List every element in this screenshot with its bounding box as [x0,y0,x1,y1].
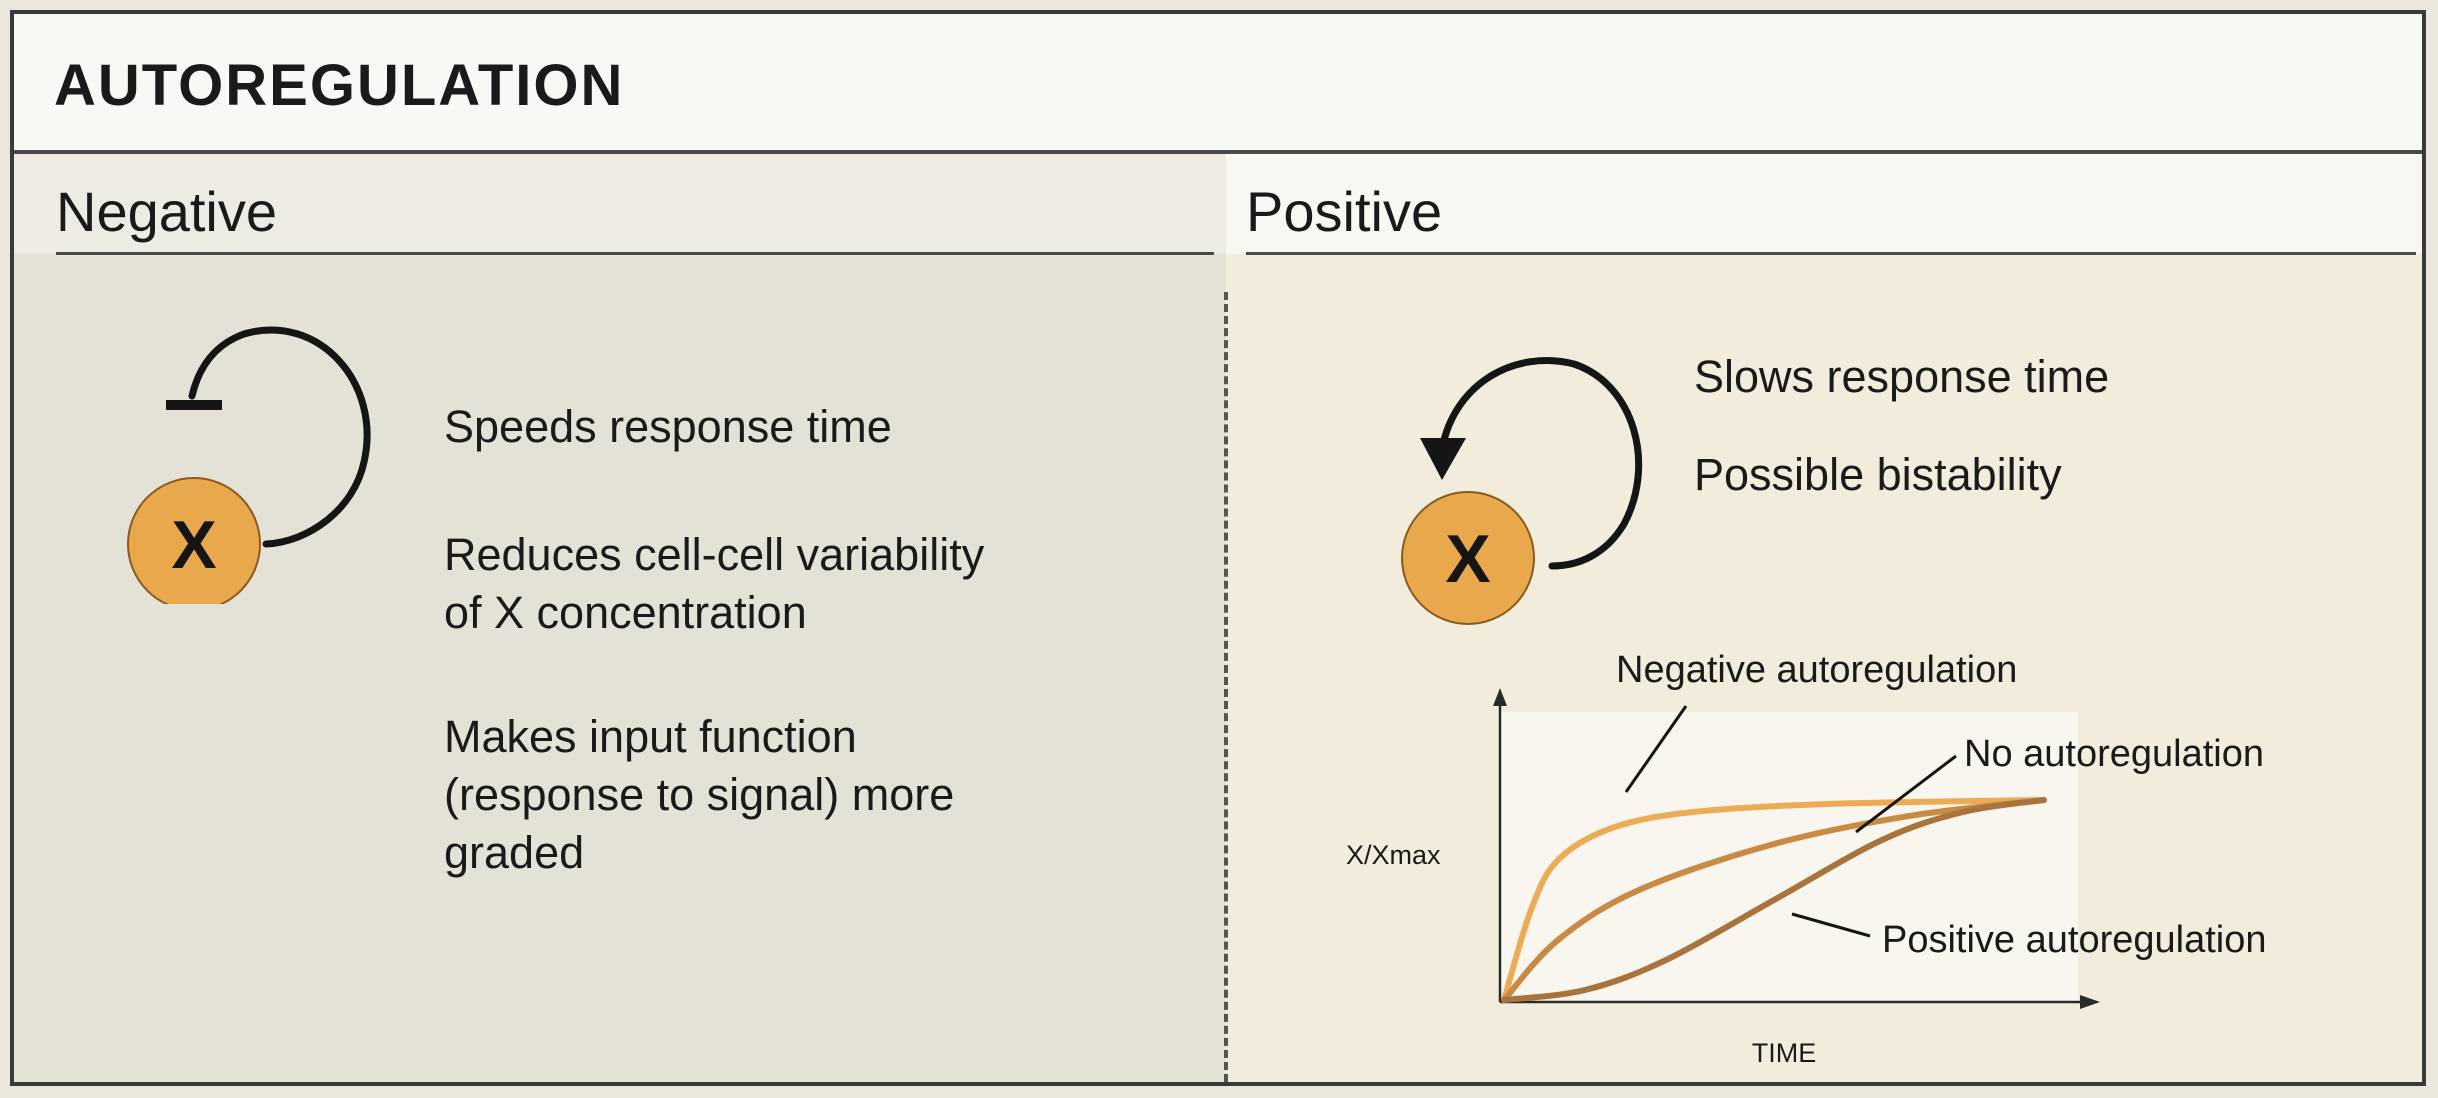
leader-line-positive [1791,912,1871,938]
positive-effect-2: Possible bistability [1694,449,2062,500]
negative-heading-rule [56,252,1214,255]
title-rule [14,150,2422,154]
negative-effect-3: Makes input function (response to signal… [444,711,955,878]
positive-heading: Positive [1246,180,1443,243]
negative-loop-tail [188,330,248,400]
leader-line-negative [1624,705,1688,793]
node-x-label: X [1445,521,1490,597]
x-axis-arrow-icon [2080,995,2100,1009]
leader-line-no-autoregulation [1855,754,1957,834]
negative-loop-arrow [240,326,371,548]
negative-panel [14,154,1226,1082]
positive-heading-rule [1246,252,2416,255]
figure-frame: AUTOREGULATION Negative Positive X Speed… [10,10,2426,1086]
node-x-circle [127,477,261,604]
negative-effect-1: Speeds response time [444,401,892,452]
node-x-circle [1401,491,1535,625]
positive-loop-glyph: X [1401,357,1643,625]
plot-area [1500,712,2078,1002]
panel-divider [1224,292,1228,1082]
node-x-label: X [171,507,216,583]
repression-bar-icon [166,400,222,410]
negative-loop-glyph: X [127,326,371,604]
series-layer [1501,797,2047,1003]
y-axis-label: X/Xmax [1346,840,1441,870]
curve-positive-autoregulation [1501,797,2047,1003]
x-axis-label: TIME [1752,1038,1817,1068]
response-time-chart: X/Xmax TIME Negative autoregulation No a… [1346,649,2266,1068]
positive-effect-1: Slows response time [1694,351,2110,402]
y-axis-arrow-icon [1493,688,1507,706]
negative-effect-2: Reduces cell-cell variability of X conce… [444,529,985,638]
activation-arrowhead-icon [1420,438,1466,480]
curve-no-autoregulation [1501,797,2047,1003]
legend-negative-autoregulation: Negative autoregulation [1616,649,2017,691]
curve-negative-autoregulation [1501,797,2047,1003]
positive-header-band [1226,154,2422,254]
title-band [14,14,2422,152]
figure-title: AUTOREGULATION [54,53,625,118]
positive-loop-arrow [1438,357,1643,570]
legend-no-autoregulation: No autoregulation [1964,733,2264,775]
negative-heading: Negative [56,180,278,243]
negative-header-band [14,154,1226,254]
legend-positive-autoregulation: Positive autoregulation [1882,919,2266,961]
